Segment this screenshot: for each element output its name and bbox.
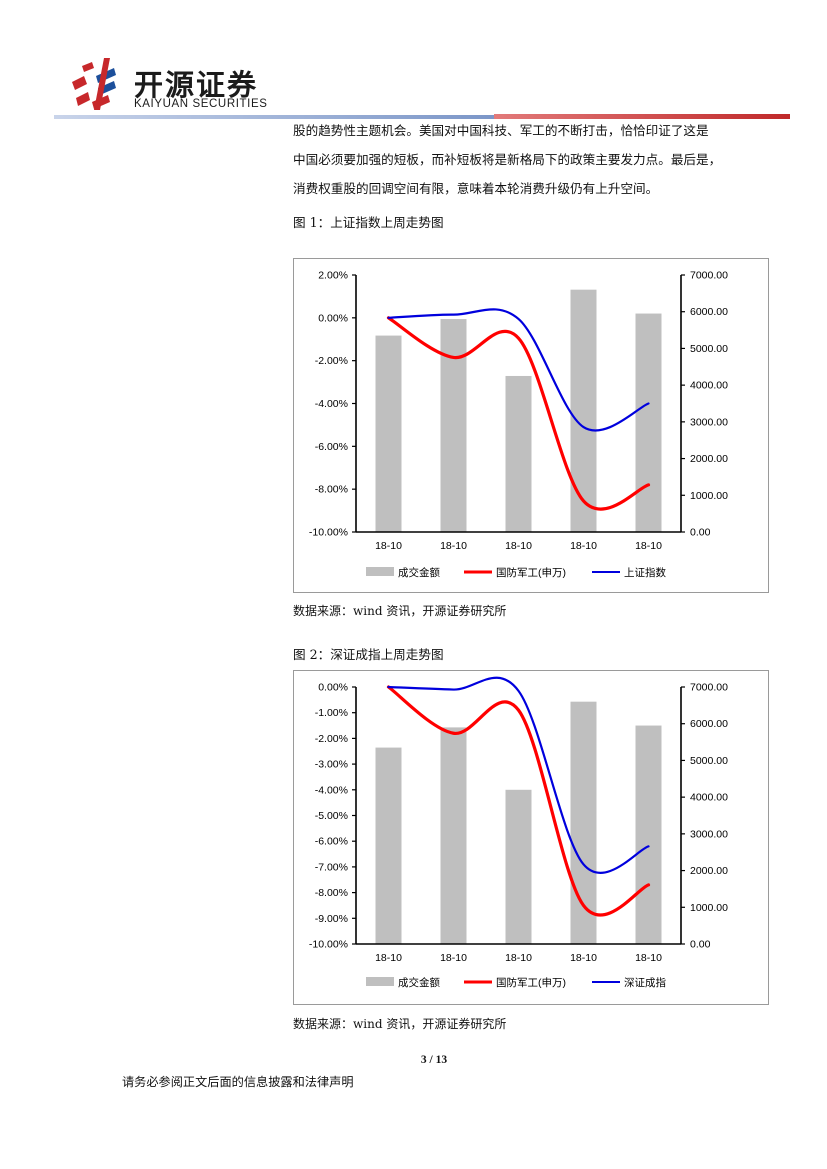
figure-2-caption: 图 2：深证成指上周走势图 [293,647,444,662]
left-tick-label: -3.00% [315,759,348,771]
bar-volume [440,727,467,944]
left-tick-label: -1.00% [315,707,348,719]
x-tick-label: 18-10 [440,540,467,552]
figure-2-source: 数据来源：wind 资讯，开源证券研究所 [293,1017,507,1031]
series-line [386,685,651,917]
figure-2-chart-frame: 0.00% -1.00% -2.00% -3.00% -4.00% -5.00% -6.00… [293,670,769,1005]
series-line [386,316,651,511]
bar-volume [635,725,662,944]
body-line: 股的趋势性主题机会。美国对中国科技、军工的不断打击，恰恰印证了这是 [293,123,709,138]
x-tick-label: 18-10 [635,540,662,552]
header-rule-red [494,114,790,119]
figure-1-caption: 图 1：上证指数上周走势图 [293,215,444,230]
bar-volume [375,747,402,944]
figure-1-source: 数据来源：wind 资讯，开源证券研究所 [293,604,507,618]
legend-label: 上证指数 [624,566,666,579]
bar-volume [505,789,532,944]
left-tick-label: -7.00% [315,861,348,873]
x-tick-label: 18-10 [635,952,662,964]
right-tick-label: 0.00 [690,527,711,539]
right-tick-label: 2000.00 [690,865,728,877]
right-tick-label: 3000.00 [690,416,728,428]
bar-volume [375,335,402,532]
legend-label: 国防军工(申万) [496,566,566,579]
left-tick-label: -6.00% [315,836,348,848]
body-line: 中国必须要加强的短板，而补短板将是新格局下的政策主要发力点。最后是， [293,152,722,167]
bar-volume [635,313,662,532]
x-tick-label: 18-10 [440,952,467,964]
right-tick-label: 5000.00 [690,343,728,355]
left-tick-label: 2.00% [318,270,348,282]
right-tick-label: 3000.00 [690,828,728,840]
logo-chinese-text: 开源证券 [134,68,259,102]
right-tick-label: 5000.00 [690,755,728,767]
left-tick-label: -4.00% [315,784,348,796]
left-tick-label: -9.00% [315,913,348,925]
figure-1-chart: 2.00% 0.00% -2.00% -4.00% -6.00% -8.00% -10.00… [309,270,728,580]
legend-swatch-bar [366,977,394,986]
left-tick-label: -5.00% [315,810,348,822]
legal-disclaimer: 请务必参阅正文后面的信息披露和法律声明 [122,1075,354,1089]
right-tick-label: 1000.00 [690,490,728,502]
left-tick-label: -10.00% [309,527,348,539]
figure-1-chart-frame: 2.00% 0.00% -2.00% -4.00% -6.00% -8.00% -10.00… [293,258,769,593]
right-tick-label: 2000.00 [690,453,728,465]
x-tick-label: 18-10 [505,952,532,964]
left-tick-label: -6.00% [315,441,348,453]
x-tick-label: 18-10 [570,540,597,552]
series-line [387,676,650,874]
page-number: 3 / 13 [420,1054,448,1066]
right-tick-label: 6000.00 [690,718,728,730]
bar-volume [440,319,467,532]
right-tick-label: 4000.00 [690,792,728,804]
left-tick-label: -2.00% [315,355,348,367]
x-tick-label: 18-10 [375,540,402,552]
company-logo: 开源证券 KAIYUAN SECURITIES [68,58,268,114]
left-tick-label: 0.00% [318,682,348,694]
legend-swatch-bar [366,567,394,576]
figure-2-chart: 0.00% -1.00% -2.00% -3.00% -4.00% -5.00% -6.00… [309,676,728,989]
bar-volume [570,289,597,532]
left-tick-label: -8.00% [315,887,348,899]
left-tick-label: -2.00% [315,733,348,745]
right-tick-label: 1000.00 [690,902,728,914]
logo-english-text: KAIYUAN SECURITIES [134,98,268,110]
right-tick-label: 7000.00 [690,270,728,282]
legend-label: 成交金额 [398,976,440,989]
left-tick-label: 0.00% [318,312,348,324]
right-tick-label: 4000.00 [690,380,728,392]
kaiyuan-logo-mark [72,58,116,110]
right-tick-label: 0.00 [690,939,711,951]
x-tick-label: 18-10 [375,952,402,964]
x-tick-label: 18-10 [505,540,532,552]
right-tick-label: 7000.00 [690,682,728,694]
header-rule-blue [54,115,494,119]
left-tick-label: -4.00% [315,398,348,410]
legend-label: 国防军工(申万) [496,976,566,989]
left-tick-label: -8.00% [315,484,348,496]
body-line: 消费权重股的回调空间有限，意味着本轮消费升级仍有上升空间。 [293,181,659,196]
legend-label: 深证成指 [624,976,666,989]
bar-volume [505,375,532,532]
left-tick-label: -10.00% [309,939,348,951]
body-paragraph: 股的趋势性主题机会。美国对中国科技、军工的不断打击，恰恰印证了这是 中国必须要加… [293,116,773,203]
right-tick-label: 6000.00 [690,306,728,318]
series-line [387,308,650,432]
x-tick-label: 18-10 [570,952,597,964]
legend-label: 成交金额 [398,566,440,579]
